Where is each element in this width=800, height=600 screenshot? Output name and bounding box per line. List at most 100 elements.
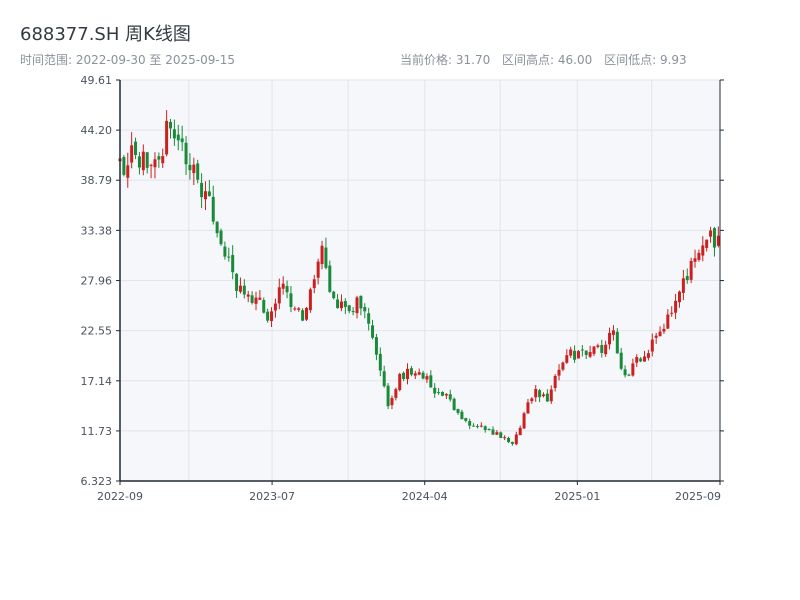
candle-body bbox=[238, 285, 242, 292]
current-price-text: 当前价格: 31.70 bbox=[400, 53, 491, 67]
candle-body bbox=[324, 247, 328, 268]
candle-body bbox=[588, 351, 592, 357]
candle-body bbox=[456, 408, 460, 413]
candle-body bbox=[413, 373, 417, 376]
candle-body bbox=[514, 434, 518, 445]
candle-body bbox=[382, 371, 386, 387]
candle-body bbox=[277, 287, 281, 304]
candle-body bbox=[328, 265, 332, 292]
candle-body bbox=[363, 307, 367, 312]
candle-body bbox=[406, 368, 410, 380]
date-range-text: 时间范围: 2022-09-30 至 2025-09-15 bbox=[20, 53, 235, 67]
candle-body bbox=[701, 245, 705, 256]
candle-body bbox=[697, 252, 701, 260]
candle-body bbox=[258, 297, 262, 300]
candle-body bbox=[254, 297, 258, 304]
candle-body bbox=[308, 289, 312, 311]
candle-body bbox=[604, 344, 608, 355]
candle-body bbox=[130, 145, 134, 163]
candle-body bbox=[541, 394, 545, 397]
candle-body bbox=[538, 390, 542, 398]
candle-body bbox=[483, 426, 487, 430]
candle-body bbox=[207, 191, 211, 197]
candle-body bbox=[705, 239, 709, 248]
candle-body bbox=[371, 325, 375, 338]
y-tick-label: 38.79 bbox=[81, 174, 113, 187]
y-tick-label: 27.96 bbox=[81, 275, 113, 288]
candle-body bbox=[627, 374, 631, 376]
candle-body bbox=[472, 425, 476, 427]
x-tick-label: 2022-09 bbox=[97, 490, 143, 503]
candle-body bbox=[347, 305, 351, 312]
candle-body bbox=[658, 331, 662, 337]
candle-body bbox=[293, 308, 297, 310]
candle-body bbox=[507, 438, 511, 443]
x-tick-label: 2023-07 bbox=[249, 490, 295, 503]
candle-body bbox=[215, 221, 219, 234]
candle-body bbox=[270, 311, 274, 322]
candle-body bbox=[211, 196, 215, 222]
candle-body bbox=[390, 398, 394, 406]
candle-body bbox=[184, 142, 188, 165]
candle-body bbox=[262, 299, 266, 313]
candle-body bbox=[246, 294, 250, 297]
candle-body bbox=[219, 230, 223, 245]
candle-body bbox=[149, 164, 153, 166]
candle-body bbox=[378, 353, 382, 371]
candle-body bbox=[518, 427, 522, 436]
candle-body bbox=[495, 432, 499, 435]
candle-body bbox=[522, 413, 526, 429]
candle-body bbox=[304, 307, 308, 320]
candle-body bbox=[534, 388, 538, 398]
candle-body bbox=[312, 279, 316, 289]
candles bbox=[118, 110, 720, 446]
candle-body bbox=[448, 394, 452, 400]
candle-body bbox=[689, 260, 693, 280]
candle-body bbox=[398, 373, 402, 390]
candle-body bbox=[674, 300, 678, 313]
candle-body bbox=[176, 134, 180, 141]
candle-body bbox=[631, 363, 635, 376]
y-tick-label: 17.14 bbox=[81, 375, 113, 388]
candle-body bbox=[573, 350, 577, 360]
chart-title: 688377.SH 周K线图 bbox=[20, 24, 191, 45]
candle-body bbox=[452, 398, 456, 411]
candle-body bbox=[503, 437, 507, 439]
candle-body bbox=[320, 245, 324, 265]
candle-body bbox=[580, 349, 584, 351]
candle-body bbox=[196, 163, 200, 180]
candle-body bbox=[165, 120, 169, 155]
candle-body bbox=[281, 283, 285, 289]
y-tick-label: 49.61 bbox=[81, 74, 113, 87]
candle-body bbox=[654, 335, 658, 338]
candle-body bbox=[153, 159, 157, 168]
candle-body bbox=[316, 261, 320, 278]
candle-body bbox=[200, 182, 204, 198]
candle-body bbox=[297, 308, 301, 310]
candle-body bbox=[639, 358, 643, 362]
candle-body bbox=[545, 393, 549, 402]
candle-body bbox=[266, 311, 270, 321]
candle-body bbox=[491, 429, 495, 435]
x-tick-label: 2025-01 bbox=[554, 490, 600, 503]
candle-body bbox=[662, 328, 666, 332]
y-tick-label: 33.38 bbox=[81, 224, 113, 237]
candle-body bbox=[592, 346, 596, 354]
candle-body bbox=[479, 425, 483, 427]
candle-body bbox=[666, 314, 670, 329]
candle-body bbox=[530, 398, 534, 402]
candle-body bbox=[161, 156, 165, 164]
candle-body bbox=[227, 256, 231, 258]
candle-body bbox=[188, 164, 192, 171]
candle-body bbox=[693, 258, 697, 262]
candle-body bbox=[526, 402, 530, 414]
candle-body bbox=[141, 151, 145, 171]
candle-body bbox=[386, 385, 390, 407]
y-tick-label: 44.20 bbox=[81, 124, 113, 137]
candle-body bbox=[235, 273, 239, 291]
candle-body bbox=[576, 351, 580, 359]
candle-body bbox=[677, 291, 681, 303]
candle-body bbox=[402, 372, 406, 380]
candle-body bbox=[475, 426, 479, 428]
